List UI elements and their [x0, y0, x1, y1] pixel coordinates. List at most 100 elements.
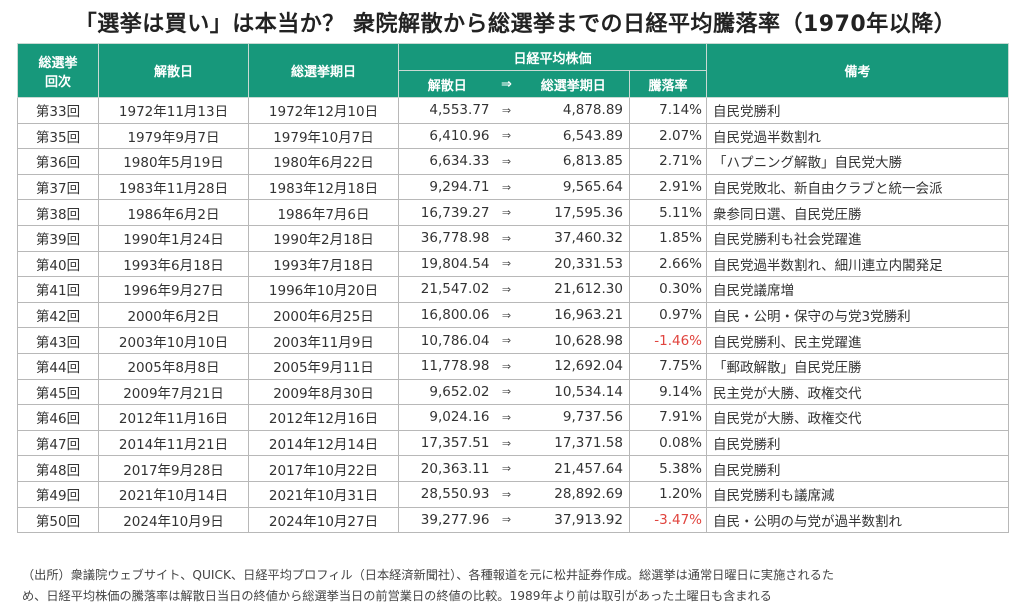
election-no-cell: 第50回: [17, 506, 99, 534]
change-cell: 0.30%: [628, 276, 708, 303]
change-cell: -3.47%: [628, 506, 708, 534]
election-no-cell: 第46回: [17, 404, 99, 431]
remarks-cell: 自民党勝利も議席減: [706, 480, 1010, 508]
header-arrow: ⇒: [495, 70, 518, 98]
nikkei-dissolution-cell: 16,739.27: [398, 199, 496, 226]
dissolution-date-cell: 1972年11月13日: [98, 97, 249, 124]
election-date-cell: 2012年12月16日: [248, 404, 399, 431]
remarks-cell: 「郵政解散」自民党圧勝: [706, 352, 1010, 380]
change-cell: 2.66%: [628, 250, 708, 278]
table-row: 第39回 1990年1月24日 1990年2月18日 36,778.98 ⇒ 37,460…: [17, 224, 1010, 252]
dissolution-date-cell: 1980年5月19日: [98, 148, 249, 175]
table-row: 第36回 1980年5月19日 1980年6月22日 6,634.33 ⇒ 6,813.8…: [17, 148, 1010, 175]
election-date-cell: 1980年6月22日: [248, 148, 399, 175]
header-remarks: 備考: [706, 43, 1010, 98]
dissolution-date-cell: 1979年9月7日: [98, 122, 249, 150]
arrow-cell: ⇒: [495, 480, 518, 508]
election-no-cell: 第42回: [17, 301, 99, 329]
nikkei-election-cell: 21,457.64: [517, 455, 630, 482]
arrow-cell: ⇒: [495, 301, 518, 329]
election-date-cell: 2005年9月11日: [248, 352, 399, 380]
nikkei-dissolution-cell: 9,024.16: [398, 404, 496, 431]
arrow-cell: ⇒: [495, 327, 518, 354]
nikkei-election-cell: 20,331.53: [517, 250, 630, 278]
arrow-cell: ⇒: [495, 97, 518, 124]
table-row: 第47回 2014年11月21日 2014年12月14日 17,357.51 ⇒ 17,3…: [17, 429, 1010, 457]
arrow-cell: ⇒: [495, 199, 518, 226]
election-date-cell: 1996年10月20日: [248, 276, 399, 303]
dissolution-date-cell: 1986年6月2日: [98, 199, 249, 226]
change-cell: 2.71%: [628, 148, 708, 175]
nikkei-election-cell: 6,543.89: [517, 122, 630, 150]
nikkei-election-cell: 17,595.36: [517, 199, 630, 226]
election-date-cell: 2021年10月31日: [248, 480, 399, 508]
change-cell: 7.75%: [628, 352, 708, 380]
table-row: 第49回 2021年10月14日 2021年10月31日 28,550.93 ⇒ 28,8…: [17, 480, 1010, 508]
footnote: （出所）衆議院ウェブサイト、QUICK、日経平均プロフィル（日本経済新聞社）、各…: [22, 565, 1012, 607]
nikkei-dissolution-cell: 39,277.96: [398, 506, 496, 534]
dissolution-date-cell: 1983年11月28日: [98, 173, 249, 201]
arrow-cell: ⇒: [495, 455, 518, 482]
remarks-cell: 自民党勝利: [706, 455, 1010, 482]
table-body: 第33回 1972年11月13日 1972年12月10日 4,553.77 ⇒ 4,878…: [17, 97, 1010, 534]
table-row: 第40回 1993年6月18日 1993年7月18日 19,804.54 ⇒ 20,331…: [17, 250, 1010, 278]
header-dissolution-date: 解散日: [98, 43, 249, 98]
nikkei-dissolution-cell: 19,804.54: [398, 250, 496, 278]
nikkei-dissolution-cell: 36,778.98: [398, 224, 496, 252]
dissolution-date-cell: 2003年10月10日: [98, 327, 249, 354]
nikkei-election-cell: 9,565.64: [517, 173, 630, 201]
change-cell: -1.46%: [628, 327, 708, 354]
election-date-cell: 1972年12月10日: [248, 97, 399, 124]
election-no-cell: 第40回: [17, 250, 99, 278]
nikkei-dissolution-cell: 28,550.93: [398, 480, 496, 508]
change-cell: 5.11%: [628, 199, 708, 226]
election-date-cell: 2000年6月25日: [248, 301, 399, 329]
dissolution-date-cell: 2005年8月8日: [98, 352, 249, 380]
election-no-cell: 第35回: [17, 122, 99, 150]
dissolution-date-cell: 2012年11月16日: [98, 404, 249, 431]
election-no-cell: 第45回: [17, 378, 99, 406]
change-cell: 9.14%: [628, 378, 708, 406]
election-date-cell: 2014年12月14日: [248, 429, 399, 457]
election-date-cell: 2009年8月30日: [248, 378, 399, 406]
table-row: 第48回 2017年9月28日 2017年10月22日 20,363.11 ⇒ 21,45…: [17, 455, 1010, 482]
remarks-cell: 自民党敗北、新自由クラブと統一会派: [706, 173, 1010, 201]
change-cell: 2.07%: [628, 122, 708, 150]
arrow-cell: ⇒: [495, 352, 518, 380]
table-row: 第35回 1979年9月7日 1979年10月7日 6,410.96 ⇒ 6,543.89…: [17, 122, 1010, 150]
dissolution-date-cell: 2000年6月2日: [98, 301, 249, 329]
header-nikkei-group: 日経平均株価: [397, 43, 708, 71]
table-row: 第45回 2009年7月21日 2009年8月30日 9,652.02 ⇒ 10,534.…: [17, 378, 1010, 406]
change-cell: 2.91%: [628, 173, 708, 201]
arrow-cell: ⇒: [495, 378, 518, 406]
change-cell: 0.97%: [628, 301, 708, 329]
page-title: 「選挙は買い」は本当か？ 衆院解散から総選挙までの日経平均騰落率（1970年以降…: [74, 12, 957, 37]
change-cell: 7.14%: [628, 97, 708, 124]
header-election-no: 総選挙 回次: [17, 43, 99, 98]
arrow-cell: ⇒: [495, 148, 518, 175]
nikkei-dissolution-cell: 10,786.04: [398, 327, 496, 354]
change-cell: 0.08%: [628, 429, 708, 457]
election-no-cell: 第49回: [17, 480, 99, 508]
arrow-cell: ⇒: [495, 276, 518, 303]
election-date-cell: 1986年7月6日: [248, 199, 399, 226]
remarks-cell: 衆参同日選、自民党圧勝: [706, 199, 1010, 226]
election-no-cell: 第38回: [17, 199, 99, 226]
table-row: 第41回 1996年9月27日 1996年10月20日 21,547.02 ⇒ 21,61…: [17, 276, 1010, 303]
remarks-cell: 民主党が大勝、政権交代: [706, 378, 1010, 406]
election-date-cell: 1979年10月7日: [248, 122, 399, 150]
remarks-cell: 自民党勝利も社会党躍進: [706, 224, 1010, 252]
nikkei-dissolution-cell: 17,357.51: [398, 429, 496, 457]
nikkei-election-cell: 10,534.14: [517, 378, 630, 406]
nikkei-election-cell: 12,692.04: [517, 352, 630, 380]
nikkei-dissolution-cell: 16,800.06: [398, 301, 496, 329]
table-row: 第42回 2000年6月2日 2000年6月25日 16,800.06 ⇒ 16,963.…: [17, 301, 1010, 329]
nikkei-election-cell: 21,612.30: [517, 276, 630, 303]
election-date-cell: 2003年11月9日: [248, 327, 399, 354]
remarks-cell: 自民党過半数割れ、細川連立内閣発足: [706, 250, 1010, 278]
nikkei-election-cell: 9,737.56: [517, 404, 630, 431]
change-cell: 5.38%: [628, 455, 708, 482]
remarks-cell: 「ハプニング解散」自民党大勝: [706, 148, 1010, 175]
arrow-cell: ⇒: [495, 224, 518, 252]
dissolution-date-cell: 2017年9月28日: [98, 455, 249, 482]
